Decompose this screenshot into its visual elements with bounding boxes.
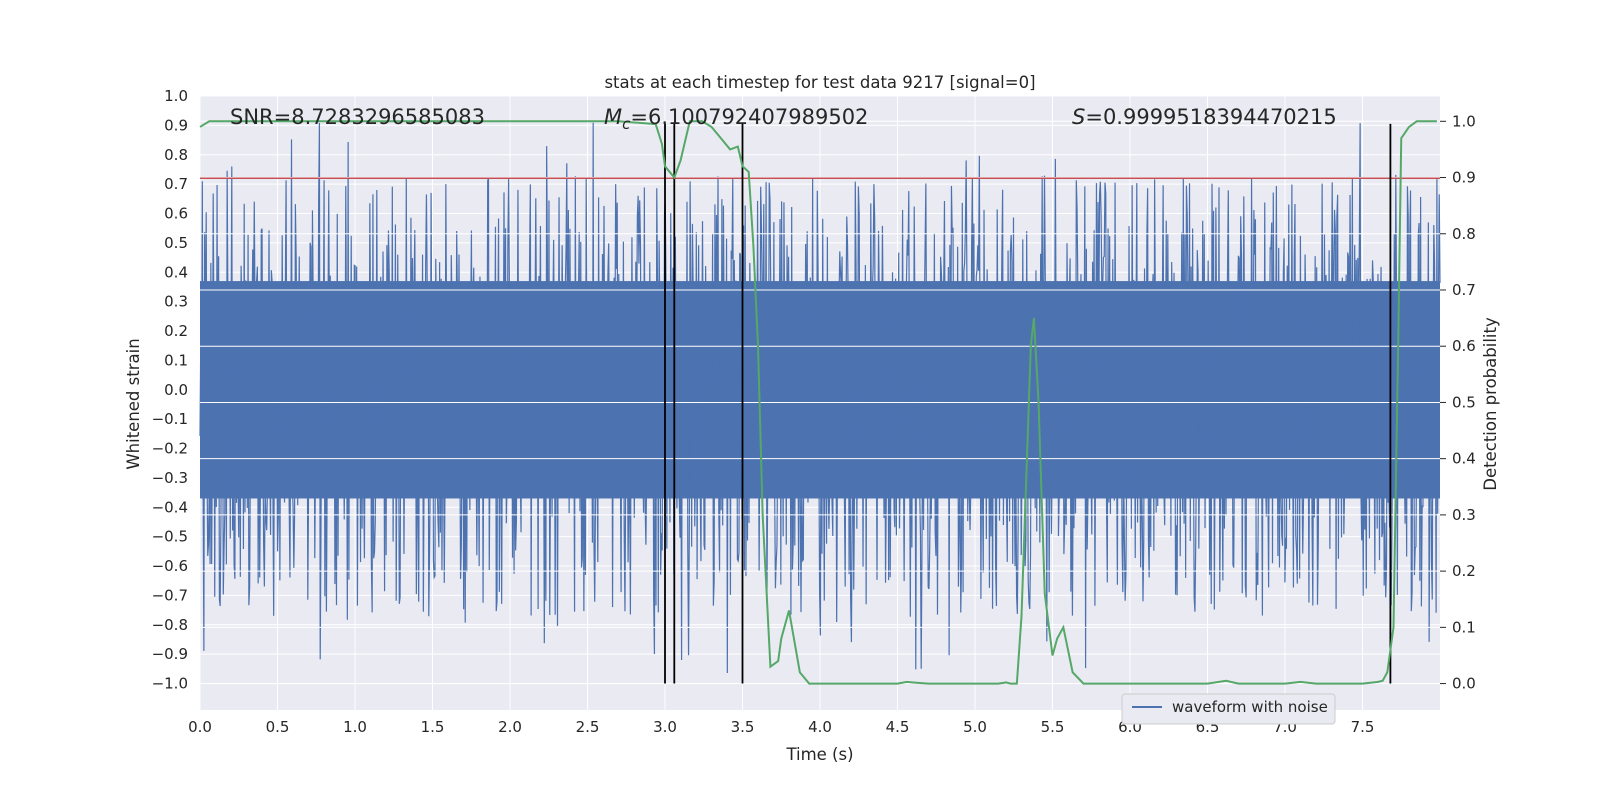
x-tick-label: 3.0 <box>653 718 677 736</box>
x-tick-label: 4.0 <box>808 718 832 736</box>
y-tick-label: −0.4 <box>152 498 188 516</box>
x-axis-label: Time (s) <box>785 745 853 764</box>
snr-annotation: SNR=8.7283296585083 <box>230 105 485 129</box>
x-tick-label: 5.5 <box>1041 718 1065 736</box>
x-tick-label: 2.0 <box>498 718 522 736</box>
y-tick-label: −0.7 <box>152 586 188 604</box>
y-tick-label: 0.7 <box>164 175 188 193</box>
x-tick-label: 0.0 <box>188 718 212 736</box>
y2-axis-label: Detection probability <box>1481 317 1500 491</box>
chirp-mass-value: =6.100792407989502 <box>630 105 868 129</box>
y-tick-label: 0.2 <box>164 322 188 340</box>
y2-tick-labels: 1.0 0.9 0.8 0.7 0.6 0.5 0.4 0.3 0.2 0.1 0.0 <box>1440 112 1476 693</box>
y-tick-label: −0.3 <box>152 469 188 487</box>
legend: waveform with noise <box>1121 693 1336 725</box>
y2-tick-label: 0.6 <box>1452 337 1476 355</box>
y2-tick-label: 0.9 <box>1452 169 1476 187</box>
score-value: =0.9999518394470215 <box>1085 105 1336 129</box>
legend-label: waveform with noise <box>1172 698 1328 716</box>
y-tick-label: −0.5 <box>152 528 188 546</box>
chirp-mass-annotation: Mc=6.100792407989502 <box>604 105 868 133</box>
y-tick-label: −0.1 <box>152 410 188 428</box>
chirp-mass-subscript: c <box>622 115 631 133</box>
y-tick-label: 0.8 <box>164 146 188 164</box>
y2-tick-label: 0.7 <box>1452 281 1476 299</box>
y-tick-label: −1.0 <box>152 675 188 693</box>
y-tick-label: 0.1 <box>164 351 188 369</box>
y2-tick-label: 0.4 <box>1452 450 1476 468</box>
x-tick-label: 3.5 <box>731 718 755 736</box>
y-tick-label: 0.3 <box>164 293 188 311</box>
y2-tick-label: 0.5 <box>1452 393 1476 411</box>
y-tick-label: −0.6 <box>152 557 188 575</box>
score-annotation: S=0.9999518394470215 <box>1072 105 1337 129</box>
y-tick-label: 0.0 <box>164 381 188 399</box>
y2-tick-label: 0.1 <box>1452 618 1476 636</box>
y2-tick-label: 1.0 <box>1452 112 1476 130</box>
y2-tick-label: 0.0 <box>1452 675 1476 693</box>
y-tick-label: 0.9 <box>164 116 188 134</box>
probability-line <box>199 120 1437 685</box>
legend-box <box>1121 693 1336 725</box>
score-symbol: S <box>1072 105 1085 129</box>
waveform-series <box>199 122 1441 674</box>
x-tick-label: 5.0 <box>963 718 987 736</box>
chart-title: stats at each timestep for test data 921… <box>604 73 1035 92</box>
x-tick-label: 7.5 <box>1351 718 1375 736</box>
probability-series <box>199 120 1437 685</box>
x-tick-label: 1.5 <box>421 718 445 736</box>
y-tick-labels: 1.0 0.9 0.8 0.7 0.6 0.5 0.4 0.3 0.2 0.1 0.0 −0.1 −0.… <box>152 87 188 693</box>
x-tick-label: 1.0 <box>343 718 367 736</box>
x-tick-label: 0.5 <box>266 718 290 736</box>
y-axis-label: Whitened strain <box>124 338 143 469</box>
x-tick-label: 2.5 <box>576 718 600 736</box>
y-tick-label: −0.9 <box>152 645 188 663</box>
waveform-line <box>199 122 1441 674</box>
y-tick-label: −0.2 <box>152 440 188 458</box>
y-tick-label: 0.6 <box>164 205 188 223</box>
y-tick-label: 0.5 <box>164 234 188 252</box>
y-tick-label: −0.8 <box>152 616 188 634</box>
y-tick-label: 0.4 <box>164 263 188 281</box>
y2-tick-label: 0.8 <box>1452 225 1476 243</box>
x-tick-label: 4.5 <box>886 718 910 736</box>
chirp-mass-symbol: M <box>604 105 622 129</box>
y2-tick-label: 0.2 <box>1452 562 1476 580</box>
detection-markers <box>664 123 1392 684</box>
y-tick-label: 1.0 <box>164 87 188 105</box>
y2-tick-label: 0.3 <box>1452 506 1476 524</box>
